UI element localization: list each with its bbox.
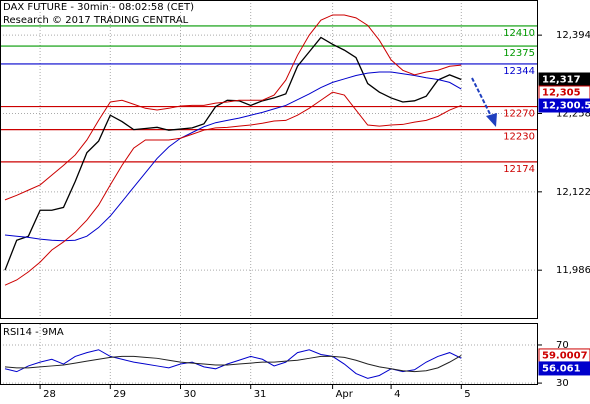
series-line [4,14,462,201]
value-box-label: 12,300.5 [542,101,590,112]
value-box-label: 12,305 [542,88,581,99]
price-frame [0,0,538,319]
value-box-label: 59.0007 [542,350,588,361]
level-label: 12230 [503,132,535,143]
value-box [538,361,590,376]
y-tick-label: 70 [556,340,569,351]
value-box-label: 56.061 [542,363,581,374]
plot-layer [0,0,538,385]
series-line [4,349,462,379]
value-box [538,98,590,113]
level-label: 12344 [503,66,535,77]
chart-subtitle: Research © 2017 TRADING CENTRAL [3,15,189,26]
rsi-title: RSI14 - 9MA [3,327,64,338]
x-tick-label: 31 [254,389,267,400]
trend-arrow [471,77,497,127]
value-box-label: 12,317 [542,75,581,86]
x-tick-label: 5 [464,389,470,400]
x-tick-label: 29 [113,389,126,400]
rsi-frame [0,323,538,385]
y-tick-label: 30 [556,378,569,389]
x-tick-label: 28 [43,389,56,400]
level-label: 12270 [503,109,535,120]
series-line [4,91,462,286]
y-tick-label: 12,122 [556,187,590,198]
x-tick-label: 4 [394,389,400,400]
x-tick-label: 30 [184,389,197,400]
y-tick-label: 11,986 [556,265,590,276]
series-line [4,36,462,271]
x-tick-label: Apr [336,389,354,400]
series-line [4,71,462,242]
chart-title: DAX FUTURE - 30min - 08:02:58 (CET) [3,2,194,13]
level-label: 12410 [503,28,535,39]
level-label: 12174 [503,164,535,175]
level-label: 12375 [503,48,535,59]
y-tick-label: 12,394 [556,30,590,41]
series-line [4,355,462,373]
y-tick-label: 12,258 [556,108,590,119]
